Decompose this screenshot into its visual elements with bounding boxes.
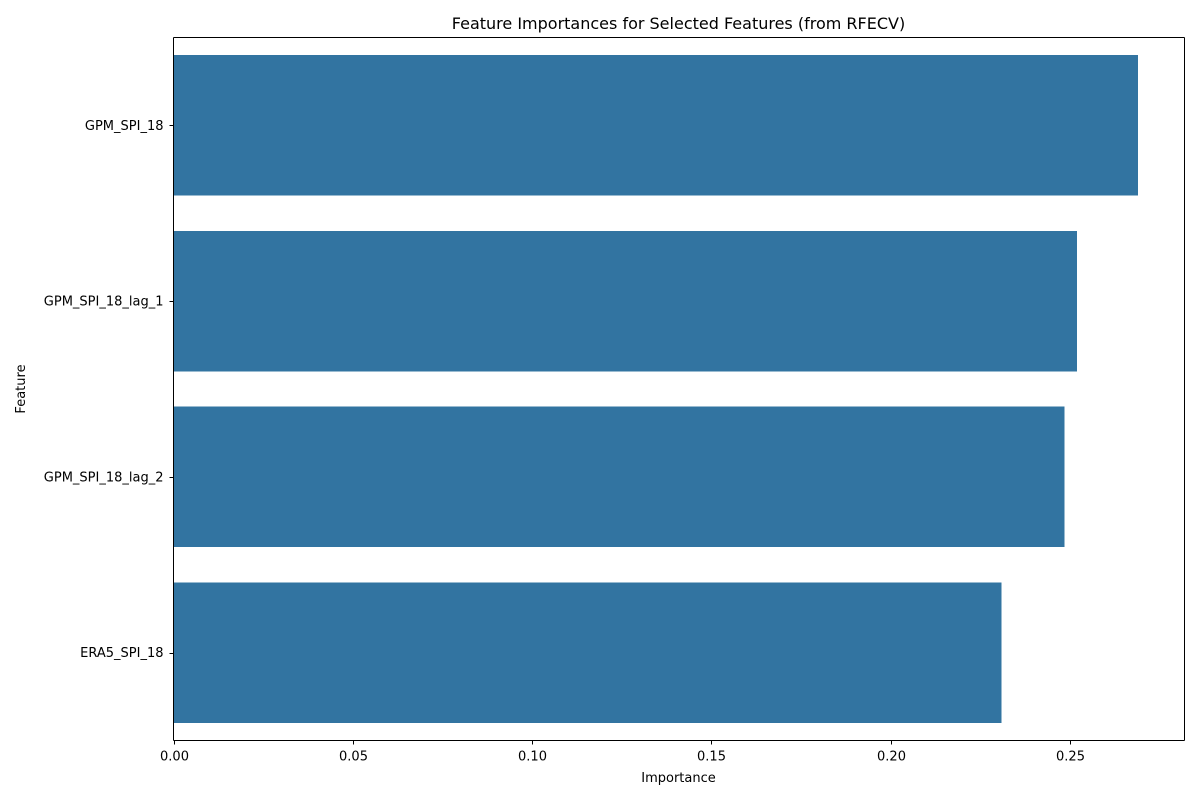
bar-gpm-spi-18 [173,55,1138,196]
y-axis-ticks: GPM_SPI_18 GPM_SPI_18_lag_1 GPM_SPI_18_lag… [44,119,174,661]
x-axis-label: Importance [641,771,716,786]
y-tick-label: GPM_SPI_18_lag_1 [44,295,164,310]
y-tick-label: GPM_SPI_18_lag_2 [44,470,164,485]
bar-era5-spi-18 [173,582,1002,723]
x-tick-label: 0.10 [518,750,547,765]
x-tick-label: 0.15 [697,750,726,765]
x-tick-label: 0.25 [1056,750,1085,765]
x-axis-ticks: 0.00 0.05 0.10 0.15 0.20 0.25 [160,740,1085,765]
x-tick-label: 0.20 [877,750,906,765]
y-tick-label: ERA5_SPI_18 [80,646,163,661]
bar-gpm-spi-18-lag-2 [173,406,1065,548]
bar-gpm-spi-18-lag-1 [173,230,1077,372]
x-tick-label: 0.05 [339,750,368,765]
chart-title: Feature Importances for Selected Feature… [452,14,905,33]
bars-layer [173,55,1138,723]
x-tick-label: 0.00 [160,750,189,765]
y-axis-label: Feature [14,364,29,413]
y-tick-label: GPM_SPI_18 [85,119,164,134]
